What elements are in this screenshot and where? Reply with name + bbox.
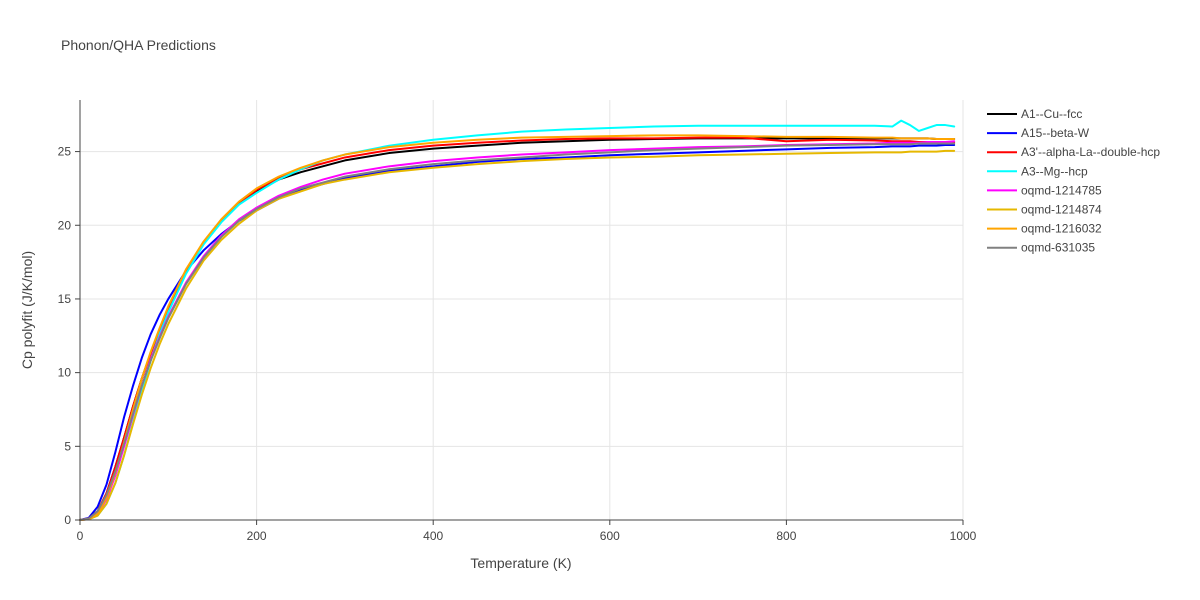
y-tick-label: 10 bbox=[58, 366, 72, 380]
y-axis-title: Cp polyfit (J/K/mol) bbox=[19, 251, 35, 369]
x-tick-label: 400 bbox=[423, 529, 443, 543]
legend-item[interactable]: oqmd-1216032 bbox=[987, 222, 1102, 236]
plot-area bbox=[79, 119, 956, 521]
series-line-oqmd-1216032 bbox=[79, 134, 956, 521]
legend-label: oqmd-1214874 bbox=[1021, 203, 1102, 217]
series-line-A3'--alpha-La--double-hcp bbox=[79, 136, 956, 521]
axes bbox=[79, 100, 963, 521]
legend-label: oqmd-631035 bbox=[1021, 241, 1095, 255]
legend-label: A3'--alpha-La--double-hcp bbox=[1021, 145, 1160, 159]
series-line-oqmd-1214785 bbox=[79, 140, 956, 521]
y-tick-label: 20 bbox=[58, 218, 72, 232]
series-line-A3--Mg--hcp bbox=[79, 119, 956, 521]
legend-item[interactable]: oqmd-631035 bbox=[987, 241, 1095, 255]
y-tick-label: 5 bbox=[64, 439, 71, 453]
legend-item[interactable]: A3'--alpha-La--double-hcp bbox=[987, 145, 1160, 159]
x-tick-label: 0 bbox=[77, 529, 84, 543]
y-tick-label: 0 bbox=[64, 513, 71, 527]
y-axis-ticks: 0 5 10 15 20 25 bbox=[58, 145, 80, 527]
legend-label: oqmd-1216032 bbox=[1021, 222, 1102, 236]
x-axis-ticks: 0 200 400 600 800 1000 bbox=[77, 520, 977, 543]
series-line-oqmd-1214874 bbox=[79, 149, 956, 521]
grid-lines bbox=[80, 100, 964, 520]
series-line-oqmd-631035 bbox=[79, 142, 956, 521]
legend-label: oqmd-1214785 bbox=[1021, 183, 1102, 197]
chart-title: Phonon/QHA Predictions bbox=[61, 37, 216, 53]
series-line-A1--Cu--fcc bbox=[79, 137, 956, 521]
legend-item[interactable]: A1--Cu--fcc bbox=[987, 107, 1082, 121]
x-tick-label: 1000 bbox=[950, 529, 977, 543]
y-tick-label: 15 bbox=[58, 292, 72, 306]
legend-item[interactable]: A3--Mg--hcp bbox=[987, 164, 1088, 178]
legend-label: A15--beta-W bbox=[1021, 126, 1090, 140]
legend-item[interactable]: A15--beta-W bbox=[987, 126, 1090, 140]
x-axis-title: Temperature (K) bbox=[470, 555, 571, 571]
x-tick-label: 800 bbox=[776, 529, 796, 543]
series-line-A15--beta-W bbox=[79, 143, 956, 521]
legend: A1--Cu--fcc A15--beta-W A3'--alpha-La--dou… bbox=[987, 107, 1160, 255]
legend-label: A3--Mg--hcp bbox=[1021, 164, 1088, 178]
legend-item[interactable]: oqmd-1214785 bbox=[987, 183, 1102, 197]
x-tick-label: 200 bbox=[247, 529, 267, 543]
legend-item[interactable]: oqmd-1214874 bbox=[987, 203, 1102, 217]
x-tick-label: 600 bbox=[600, 529, 620, 543]
y-tick-label: 25 bbox=[58, 145, 72, 159]
legend-label: A1--Cu--fcc bbox=[1021, 107, 1082, 121]
